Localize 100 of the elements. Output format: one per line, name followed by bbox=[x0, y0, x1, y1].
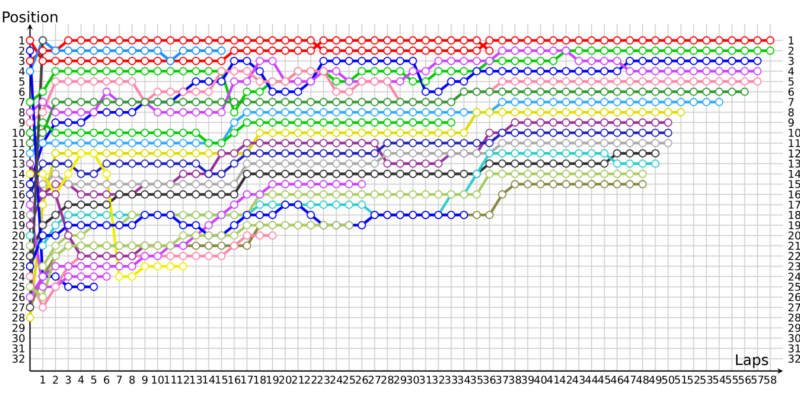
y-tick-label: 19 bbox=[12, 221, 25, 230]
x-tick-label: 55 bbox=[726, 376, 738, 384]
x-tick-label: 11 bbox=[164, 376, 176, 384]
x-tick-label: 14 bbox=[203, 376, 215, 384]
y2-tick-label: 23 bbox=[788, 262, 800, 270]
x-tick-label: 56 bbox=[738, 376, 751, 384]
y-tick-label: 2 bbox=[19, 46, 24, 55]
x-tick-label: 18 bbox=[254, 376, 266, 384]
x-tick-label: 27 bbox=[368, 376, 380, 384]
y-tick-label: 31 bbox=[12, 344, 24, 352]
y-tick-label: 27 bbox=[12, 303, 24, 312]
y2-tick-label: 11 bbox=[788, 139, 800, 147]
y-tick-label: 5 bbox=[19, 78, 24, 86]
x-tick-label: 7 bbox=[116, 376, 122, 384]
y-tick-label: 11 bbox=[12, 139, 24, 147]
x-tick-label: 39 bbox=[522, 376, 534, 384]
x-tick-label: 53 bbox=[700, 376, 712, 384]
x-tick-label: 22 bbox=[304, 376, 316, 384]
y-tick-label: 15 bbox=[12, 180, 24, 188]
y-tick-label: 3 bbox=[19, 56, 24, 65]
y2-tick-label: 9 bbox=[788, 118, 794, 127]
x-tick-label: 25 bbox=[343, 376, 355, 384]
y2-tick-label: 8 bbox=[788, 108, 794, 116]
x-tick-label: 13 bbox=[190, 376, 202, 384]
x-tick-label: 40 bbox=[534, 376, 547, 384]
y-tick-label: 12 bbox=[12, 149, 24, 158]
x-tick-label: 58 bbox=[764, 376, 776, 384]
y2-tick-label: 31 bbox=[788, 344, 800, 352]
x-tick-label: 33 bbox=[445, 376, 458, 384]
y-tick-label: 14 bbox=[12, 170, 25, 178]
y-tick-label: 13 bbox=[12, 160, 24, 168]
x-tick-label: 52 bbox=[688, 376, 700, 384]
x-tick-label: 3 bbox=[66, 376, 71, 384]
y-tick-label: 23 bbox=[12, 262, 24, 270]
y-tick-label: 28 bbox=[12, 314, 25, 322]
x-tick-label: 48 bbox=[636, 376, 649, 384]
y-tick-label: 32 bbox=[12, 354, 24, 363]
y-tick-label: 8 bbox=[19, 108, 25, 116]
y2-tick-label: 22 bbox=[788, 252, 800, 260]
y2-tick-label: 7 bbox=[788, 98, 794, 106]
x-tick-label: 31 bbox=[420, 376, 432, 384]
x-tick-label: 51 bbox=[674, 376, 687, 384]
x-tick-label: 28 bbox=[381, 376, 394, 384]
y-tick-label: 26 bbox=[12, 293, 25, 302]
y-tick-label: 4 bbox=[19, 67, 25, 76]
x-tick-label: 5 bbox=[91, 376, 96, 384]
x-tick-label: 42 bbox=[560, 376, 572, 384]
y2-tick-label: 15 bbox=[788, 180, 800, 188]
x-tick-label: 54 bbox=[713, 376, 726, 384]
y-tick-label: 18 bbox=[12, 210, 25, 219]
x-tick-label: 38 bbox=[509, 376, 522, 384]
x-tick-label: 23 bbox=[318, 376, 330, 384]
y-axis-title: Position bbox=[2, 11, 58, 22]
x-tick-label: 30 bbox=[406, 376, 419, 384]
y-tick-label: 20 bbox=[12, 231, 25, 240]
x-tick-label: 44 bbox=[585, 376, 598, 384]
y-tick-label: 17 bbox=[12, 200, 24, 209]
x-tick-label: 50 bbox=[662, 376, 674, 384]
y-tick-label: 9 bbox=[19, 118, 25, 127]
x-tick-label: 4 bbox=[78, 376, 84, 384]
x-tick-label: 21 bbox=[292, 376, 304, 384]
x-tick-label: 10 bbox=[152, 376, 164, 384]
x-tick-label: 49 bbox=[649, 376, 662, 384]
y2-tick-label: 1 bbox=[788, 36, 794, 44]
y-tick-label: 30 bbox=[12, 334, 25, 342]
y2-tick-label: 6 bbox=[788, 88, 794, 96]
x-tick-label: 2 bbox=[52, 376, 58, 384]
y-tick-label: 16 bbox=[12, 190, 25, 198]
x-tick-label: 43 bbox=[572, 376, 585, 384]
y2-tick-label: 4 bbox=[788, 67, 794, 76]
x-tick-label: 24 bbox=[330, 376, 342, 384]
x-tick-label: 37 bbox=[496, 376, 508, 384]
x-tick-label: 34 bbox=[458, 376, 470, 384]
x-tick-label: 46 bbox=[610, 376, 624, 384]
x-tick-label: 32 bbox=[432, 376, 444, 384]
y-tick-label: 24 bbox=[12, 272, 25, 281]
x-tick-label: 41 bbox=[547, 376, 560, 384]
x-tick-label: 45 bbox=[598, 376, 610, 384]
y2-tick-label: 17 bbox=[788, 200, 800, 209]
y2-tick-label: 13 bbox=[788, 160, 800, 168]
y2-tick-label: 5 bbox=[788, 78, 794, 86]
x-tick-label: 1 bbox=[40, 376, 46, 384]
x-axis-title: Laps bbox=[736, 354, 768, 368]
x-tick-label: 16 bbox=[228, 376, 240, 384]
x-tick-label: 17 bbox=[241, 376, 253, 384]
y-tick-label: 7 bbox=[19, 98, 24, 106]
y-tick-label: 1 bbox=[20, 36, 24, 44]
y-tick-label: 25 bbox=[12, 282, 24, 291]
y2-tick-label: 32 bbox=[788, 354, 800, 363]
y2-tick-label: 21 bbox=[788, 242, 800, 250]
x-tick-label: 29 bbox=[394, 376, 406, 384]
x-tick-label: 12 bbox=[178, 376, 189, 384]
y-tick-label: 21 bbox=[12, 242, 24, 250]
y2-tick-label: 3 bbox=[788, 56, 794, 65]
x-tick-label: 47 bbox=[624, 376, 636, 384]
y-tick-label: 6 bbox=[19, 88, 25, 96]
x-tick-label: 9 bbox=[142, 376, 148, 384]
x-tick-label: 15 bbox=[216, 376, 228, 384]
y2-tick-label: 25 bbox=[788, 282, 800, 291]
x-tick-label: 8 bbox=[129, 376, 135, 384]
